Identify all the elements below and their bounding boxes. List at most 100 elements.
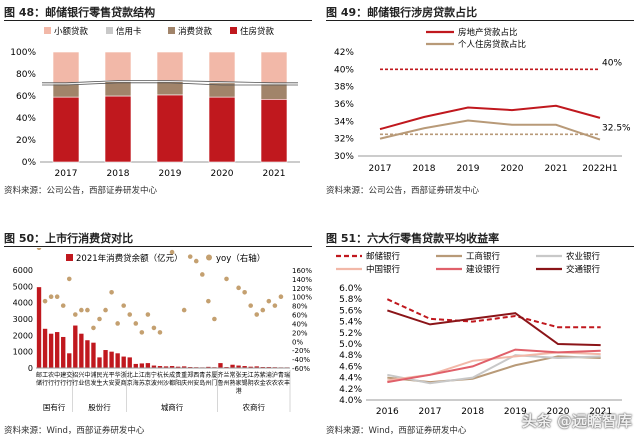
x-tick-label: 重	[181, 371, 187, 379]
panel2-title: 图 49：邮储银行涉房贷款占比	[326, 6, 478, 19]
yoy-point	[66, 276, 72, 282]
yoy-point	[48, 294, 54, 300]
x-tick-label: 张	[236, 371, 242, 379]
y2-tick-label: 100%	[292, 294, 312, 302]
x-tick-label: 2020	[211, 169, 234, 179]
yoy-point	[206, 298, 211, 304]
group-label: 股份行	[88, 402, 111, 412]
x-tick-label: 平	[109, 372, 115, 379]
x-tick-label: 上	[133, 371, 139, 379]
bar	[85, 340, 90, 368]
x-tick-label: 齐	[217, 371, 223, 379]
yoy-point	[91, 325, 96, 331]
legend-label: 住房贷款	[240, 26, 275, 37]
x-tick-label: 江	[139, 372, 145, 379]
legend-label: 个人住房贷款占比	[458, 39, 526, 50]
x-tick-label: 紫	[260, 371, 266, 379]
x-tick-label: 中	[84, 371, 90, 379]
x-tick-label: 州	[205, 380, 211, 387]
bar	[97, 357, 102, 368]
x-tick-label: 波	[151, 379, 157, 387]
yoy-point	[260, 307, 266, 313]
x-tick-label: 夏	[115, 380, 121, 387]
x-tick-label: 沙	[163, 380, 169, 387]
x-tick-label: 京	[145, 379, 151, 387]
y-tick-label: 3000	[13, 315, 33, 324]
series-line	[386, 298, 601, 329]
x-tick-label: 港	[236, 387, 242, 395]
bar-segment	[208, 51, 236, 83]
legend-label: 2021年消费贷余额（亿元）	[76, 253, 183, 264]
bar	[242, 366, 247, 368]
x-tick-label: 民	[96, 372, 102, 379]
yoy-point	[151, 325, 157, 331]
group-label: 农商行	[242, 402, 265, 412]
y-tick-label: 1000	[13, 348, 33, 357]
x-tick-label: 成	[169, 371, 175, 379]
bar-segment	[260, 83, 288, 100]
y-tick-label: 4.2%	[339, 385, 362, 395]
bar-segment	[104, 81, 132, 97]
x-tick-label: 州	[223, 380, 229, 387]
yoy-point	[54, 294, 60, 300]
x-tick-label: 2017	[55, 169, 78, 179]
x-tick-label: 2016	[376, 407, 399, 417]
yoy-point	[79, 307, 84, 313]
y-tick-label: 6000	[13, 266, 33, 275]
x-tick-label: 行	[60, 379, 66, 387]
bar-segment	[104, 51, 132, 81]
bar-segment	[156, 51, 184, 81]
y-tick-label: 42%	[334, 48, 354, 58]
x-tick-label: 长	[163, 371, 169, 379]
yoy-point	[42, 298, 48, 304]
legend-swatch	[168, 27, 175, 34]
bar	[169, 366, 175, 368]
y-tick-label: 4.8%	[339, 351, 362, 361]
x-tick-label: 2018	[413, 164, 436, 174]
x-tick-label: 熟	[230, 379, 236, 387]
legend-label: 房地产贷款占比	[458, 27, 518, 38]
x-tick-label: 西	[193, 372, 199, 379]
y-tick-label: 4.0%	[339, 396, 362, 406]
x-tick-label: 苏	[254, 371, 260, 379]
x-tick-label: 锡	[242, 379, 248, 387]
watermark: 头条 @远瞻智库	[521, 412, 632, 430]
x-tick-label: 2022H1	[582, 164, 617, 174]
y-tick-label: 4.4%	[339, 374, 362, 384]
x-tick-label: 光	[103, 371, 109, 379]
x-tick-label: 信	[84, 379, 90, 387]
x-tick-label: 行	[54, 379, 60, 387]
y-tick-label: 5.2%	[339, 329, 362, 339]
x-tick-label: 郑	[187, 371, 193, 379]
bar	[206, 366, 211, 368]
yoy-point	[272, 303, 278, 308]
panel3-title-rule	[4, 246, 312, 247]
x-tick-label: 门	[211, 379, 217, 387]
group-label: 城商行	[161, 402, 184, 412]
y-tick-label: 30%	[334, 152, 354, 162]
yoy-point	[97, 316, 102, 322]
x-tick-label: 2020	[547, 407, 570, 417]
bar-segment	[260, 51, 288, 84]
yoy-point	[109, 289, 114, 295]
yoy-point	[139, 330, 145, 335]
yoy-point	[242, 289, 247, 295]
legend-label: 邮储银行	[366, 251, 401, 262]
y2-tick-label: 80%	[292, 303, 308, 311]
y-tick-label: 6.0%	[339, 284, 362, 294]
series-line	[379, 119, 601, 141]
x-tick-label: 州	[187, 380, 193, 387]
y-tick-label: 5.6%	[339, 306, 362, 316]
x-tick-label: 苏	[139, 379, 145, 387]
yoy-point	[127, 312, 133, 317]
yoy-point	[85, 307, 90, 313]
chart-real-estate-loan-ratio: 30% 32% 34% 36% 38% 40% 42% 2017 2018 2019 2020 202…	[334, 27, 631, 174]
bar	[151, 365, 157, 368]
bar	[163, 366, 169, 368]
legend-swatch	[206, 254, 212, 261]
bar	[145, 363, 151, 368]
bar	[175, 366, 181, 368]
y-tick-label: 40%	[16, 114, 36, 124]
x-tick-label: 都	[169, 379, 175, 387]
x-tick-label: 瑞	[284, 371, 290, 379]
